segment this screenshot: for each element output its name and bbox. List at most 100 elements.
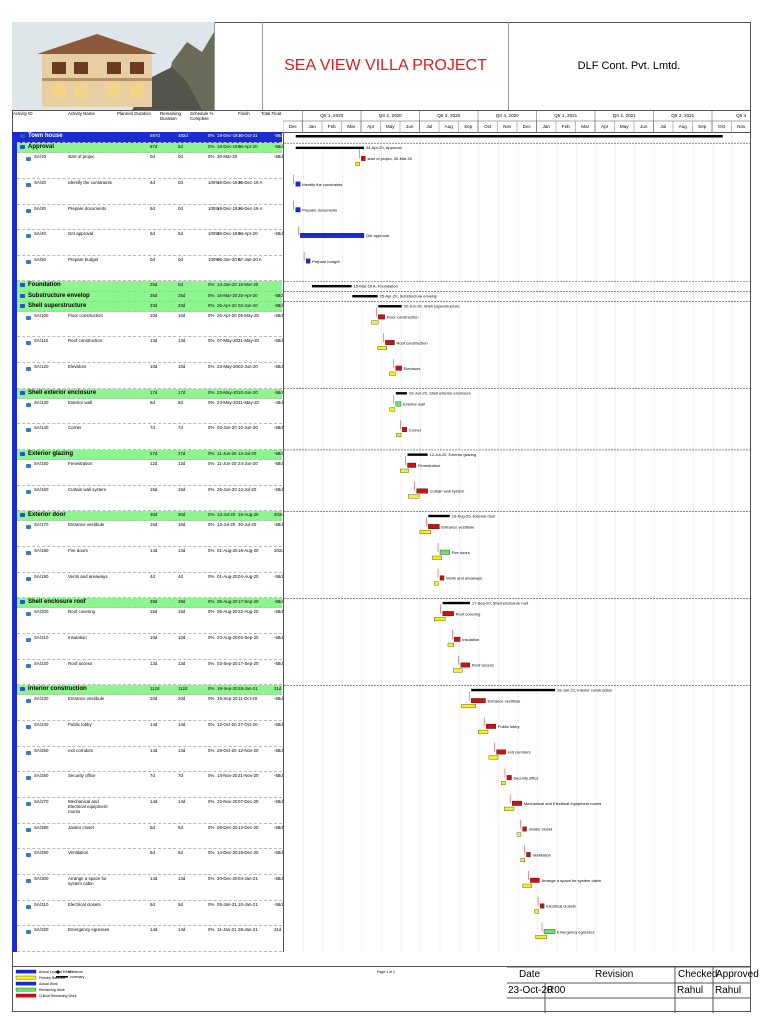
activity-row[interactable]: SA/230 Entrance vestibule 20d 20d 0% 19-Sep-2…	[12, 695, 283, 722]
cell-remaining: 30d	[178, 512, 186, 518]
activity-row[interactable]: SA/280 Janitor closet 5d 5d 0% 08-Dec-20 13-De…	[12, 824, 283, 850]
wbs-summary-row[interactable]: Shell exterior enclosure 17d 17d 0% 23-May-2…	[12, 388, 283, 399]
cell-schedule: 0%	[208, 876, 215, 882]
row-divider	[12, 290, 282, 292]
cell-planned: 12d	[150, 461, 158, 466]
cell-start: 23-May-20	[217, 389, 238, 395]
wbs-summary-row[interactable]: Foundation 25d 0d 0% 14-Jan-20 15-Mar-20	[12, 281, 282, 292]
cell-float: -58d	[274, 338, 283, 344]
month-label: Jan	[543, 124, 551, 129]
activity-row[interactable]: SA/100 Floor construction 10d 10d 0% 26-Apr-2…	[12, 312, 283, 338]
activity-row[interactable]: SA/160 Curtain wall system 15d 15d 0% 25-Jun-…	[12, 486, 283, 512]
cell-start: 03-Jun-20	[217, 425, 237, 431]
cell-start: 14-Dec-20	[217, 850, 238, 856]
cell-remaining: 0d	[178, 179, 183, 185]
activity-row[interactable]: SA/210 Insulation 10d 10d 0% 23-Aug-20 02-Sep-…	[12, 634, 283, 660]
bar-label: Prepare documents	[302, 208, 337, 213]
col-finish: Finish	[238, 111, 250, 116]
activity-icon	[26, 551, 31, 556]
cell-schedule: 0%	[208, 512, 215, 518]
cell-float: -58d	[274, 599, 283, 605]
cell-finish: 27-Oct-20	[238, 722, 258, 728]
activity-row[interactable]: SA/290 Ventilation 5d 5d 0% 14-Dec-20 19-Dec-2…	[12, 849, 283, 876]
activity-row[interactable]: SA/120 Elevators 10d 10d 0% 23-May-20 02-Jun-2…	[12, 363, 283, 389]
bar-label: exit corridors	[508, 750, 531, 755]
activity-icon	[26, 827, 31, 832]
wbs-summary-row[interactable]: Exterior door 30d 30d 0% 13-Jul-20 16-Aug-20 3…	[12, 511, 284, 522]
cell-remaining: 0d	[178, 282, 183, 288]
cell-finish: 13-Dec-20	[238, 824, 259, 830]
cell-float: -58d	[274, 363, 283, 369]
activity-row[interactable]: SA/260 Security office 7d 7d 0% 14-Nov-20 21-N…	[12, 772, 283, 799]
cell-schedule: 0%	[208, 522, 215, 528]
summary-bar	[295, 135, 723, 138]
cell-name: Electrical closets	[68, 901, 101, 907]
wbs-summary-row[interactable]: Interior construction 112d 112d 0% 19-Sep-20…	[12, 685, 282, 696]
activity-row[interactable]: SA/20 Identify the constraints 4d 0d 100% 19-…	[12, 179, 282, 205]
activity-row[interactable]: SA/40 Get approval 5d 5d 100% 26-Dec-19 A 04-A…	[12, 230, 283, 256]
month-label: Nov	[503, 124, 512, 129]
activity-row[interactable]: SA/300 Arrange a space for system cabin 14…	[12, 875, 283, 901]
cell-finish: 26-Dec-19 A	[238, 205, 263, 211]
cell-remaining: 10d	[178, 363, 186, 369]
activity-row[interactable]: SA/270 Mechanical and Electrical equipmen…	[12, 798, 283, 824]
legend-swatch	[15, 993, 37, 998]
cell-finish: 04-Apr-20	[238, 231, 258, 237]
activity-row[interactable]: SA/50 Prepare budget 0d 0d 100% 05-Jan-20 A 07…	[12, 256, 282, 282]
activity-row[interactable]: SA/150 Fenestration 12d 12d 0% 11-Jun-20 24-Ju…	[12, 460, 283, 486]
cell-float: -58d	[274, 747, 283, 753]
cell-finish: 28-Jan-21	[238, 686, 258, 692]
wbs-icon	[20, 451, 25, 456]
cell-remaining: 0d	[178, 205, 183, 211]
cell-remaining: 14d	[178, 548, 186, 554]
activity-icon	[26, 489, 31, 494]
task-bar	[530, 877, 540, 883]
cell-float: -58d	[274, 389, 283, 395]
wbs-summary-row[interactable]: Town house 597d 482d 0% 19-Dec-19 A 16-Oct-21…	[12, 132, 283, 144]
cell-id: SA/310	[34, 901, 49, 907]
activity-row[interactable]: SA/310 Electrical closets 5d 5d 0% 05-Jan-21 1…	[12, 901, 283, 927]
activity-row[interactable]: SA/190 Vents and areaways 4d 4d 0% 01-Aug-20 0…	[12, 573, 283, 599]
footer-checked: Rahul	[677, 985, 704, 996]
wbs-icon	[20, 513, 25, 518]
activity-row[interactable]: SA/320 Emergency egresses 14d 14d 0% 11-Jan-2…	[12, 926, 282, 952]
activity-icon	[26, 776, 31, 781]
task-bar	[361, 156, 366, 161]
wbs-summary-row[interactable]: Substructure envelop 35d 25d 0% 16-Mar-20 25-…	[12, 291, 283, 302]
activity-row[interactable]: SA/140 Corner 7d 7d 0% 03-Jun-20 10-Jun-20 -58d	[12, 424, 283, 450]
cell-id: SA/200	[34, 609, 49, 615]
month-label: Oct	[484, 124, 492, 129]
cell-id: Town house	[28, 133, 63, 139]
activity-row[interactable]: SA/170 Entrance vestibule 16d 16d 0% 13-Jul-2…	[12, 521, 283, 548]
cell-id: SA/20	[34, 179, 46, 185]
row-divider	[12, 822, 282, 824]
wbs-summary-row[interactable]: Exterior glazing 27d 27d 0% 11-Jun-20 12-Jul-…	[12, 449, 283, 460]
cell-start: 22-Nov-20	[217, 799, 238, 805]
cell-planned: 14d	[150, 799, 158, 805]
wbs-summary-row[interactable]: Shell enclosure roof 38d 38d 0% 05-Aug-20 17-…	[12, 598, 283, 609]
activity-row[interactable]: SA/200 Roof covering 15d 15d 0% 05-Aug-20 22-A…	[12, 608, 283, 635]
activity-row[interactable]: SA/180 Fire doors 14d 14d 0% 01-Aug-20 16-Aug-…	[12, 547, 284, 573]
activity-row[interactable]: SA/130 Exterior wall 8d 8d 0% 23-May-20 31-May…	[12, 399, 283, 425]
month-label: Aug	[679, 124, 688, 129]
activity-row[interactable]: SA/240 Public lobby 14d 14d 0% 12-Oct-20 27-Oc…	[12, 721, 283, 747]
activity-row[interactable]: SA/250 exit corridors 14d 14d 0% 28-Oct-20 12-…	[12, 747, 283, 773]
activity-row[interactable]: SA/220 Roof access 13d 13d 0% 03-Sep-20 17-Sep…	[12, 660, 283, 686]
cell-schedule: 0%	[208, 901, 215, 907]
activity-row[interactable]: SA/10 start of projec 0d 0d 0% 30-Mar-20 -58d	[12, 153, 283, 179]
row-divider	[12, 361, 282, 363]
activity-icon	[26, 930, 31, 935]
activity-icon	[26, 341, 31, 346]
activity-row[interactable]: SA/30 Prepare documents 5d 0d 100% 19-Dec-19 …	[12, 205, 282, 231]
cell-name: Get approval	[68, 231, 94, 237]
col-planned: Planned Duration	[117, 111, 151, 116]
wbs-summary-row[interactable]: Approval 87d 5d 0% 19-Dec-19 A 04-Apr-20 -58d	[12, 143, 283, 154]
activity-row[interactable]: SA/110 Roof construction 13d 13d 0% 07-May-20…	[12, 337, 283, 363]
legend-swatch	[15, 987, 37, 992]
wbs-summary-row[interactable]: Shell superstructure 33d 33d 0% 26-Apr-20 02-…	[12, 301, 283, 312]
cell-name: Entrance vestibule	[68, 522, 105, 528]
cell-remaining: 112d	[178, 686, 188, 692]
header-divider	[12, 110, 751, 111]
cell-start: 26-Apr-20	[217, 302, 237, 308]
cell-schedule: 0%	[208, 635, 215, 641]
